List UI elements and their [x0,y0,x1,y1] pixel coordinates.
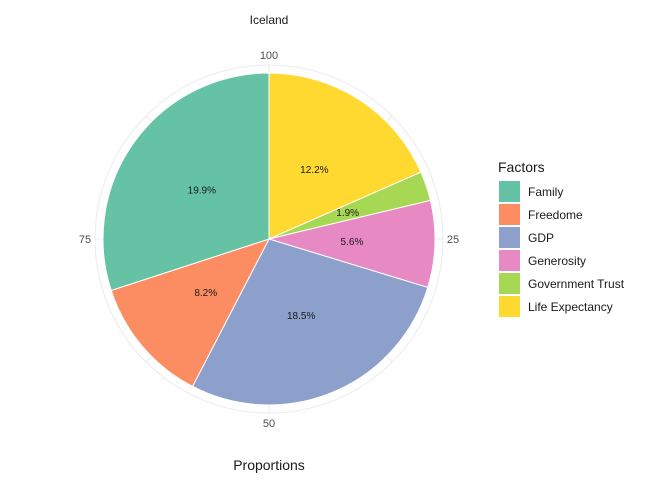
slice-label-freedome: 8.2% [194,288,217,299]
slice-label-generosity: 5.6% [341,237,364,248]
legend-swatch-family [499,181,520,202]
pie-slice-generosity [267,199,436,289]
radial-tick-label: 100 [260,50,278,62]
radial-tick-labels: 100 25 50 75 [79,50,459,430]
pie-slices [102,72,436,406]
legend-swatch-life-expectancy [499,296,520,317]
radial-tick-label: 50 [263,418,275,430]
legend-swatch-gdp [499,227,520,248]
slice-label-gdp: 18.5% [287,311,315,322]
radial-tick-label: 25 [447,234,459,246]
pie-slice-freedome [110,238,271,388]
legend-label-life-expectancy: Life Expectancy [528,300,613,314]
slice-labels: 12.2% 1.9% 5.6% 18.5% 8.2% 19.9% [188,165,364,322]
slice-label-government-trust: 1.9% [336,208,359,219]
legend-swatch-generosity [499,250,520,271]
legend-swatch-freedome [499,204,520,225]
legend-label-gdp: GDP [528,231,554,245]
slice-label-life-expectancy: 12.2% [300,165,328,176]
legend-label-family: Family [528,185,563,199]
pie-slice-life-expectancy [268,72,422,240]
chart-title: Iceland [250,13,289,27]
legend-label-freedome: Freedome [528,208,583,222]
pie-slice-family [102,72,270,292]
pie-slice-gdp [191,238,429,406]
legend-label-government-trust: Government Trust [528,277,625,291]
legend-swatch-government-trust [499,273,520,294]
legend: Factors Family Freedome GDP Generosity Gover… [498,159,625,317]
radial-tick-label: 75 [79,234,91,246]
slice-label-family: 19.9% [188,186,216,197]
legend-label-generosity: Generosity [528,254,586,268]
x-axis-title: Proportions [233,457,305,473]
legend-title: Factors [498,159,545,175]
